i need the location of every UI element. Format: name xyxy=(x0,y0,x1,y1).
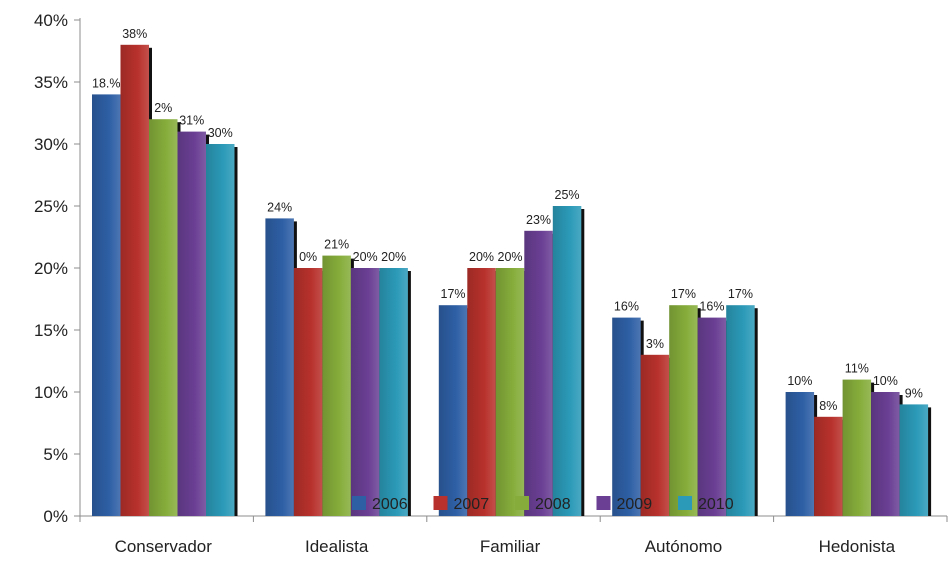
y-tick-label: 35% xyxy=(34,73,68,92)
bar-familiar-2010 xyxy=(552,206,582,516)
bar-series xyxy=(92,44,932,517)
bar-autonomo-2009 xyxy=(697,317,727,516)
bar-shadow xyxy=(406,271,411,516)
bar-familiar-2007 xyxy=(467,268,496,516)
data-label-conservador-2006: 18.% xyxy=(92,76,121,90)
bar-conservador-2006 xyxy=(92,94,121,517)
bar-idealista-2008 xyxy=(322,255,351,516)
data-label-conservador-2010: 30% xyxy=(208,126,233,140)
bar-autonomo-2007 xyxy=(640,354,670,516)
data-labels: 18.%38%2%31%30%24%0%21%20% 20%17%20% 20%23… xyxy=(92,27,923,413)
bar-autonomo-2010 xyxy=(726,305,755,516)
y-tick-label: 30% xyxy=(34,135,68,154)
data-label-familiar-2009: 23% xyxy=(526,213,551,227)
legend-swatch-2007 xyxy=(433,496,448,510)
bar-idealista-2010 xyxy=(379,268,408,516)
bar-familiar-2008 xyxy=(495,268,525,516)
legend: 2006 2007 2008 2009 2010 xyxy=(352,496,734,513)
data-label-idealista-2009: 20% xyxy=(353,250,378,264)
bar-familiar-2006 xyxy=(438,305,468,516)
legend-swatch-2010 xyxy=(678,496,692,510)
data-label-idealista-2006: 24% xyxy=(267,200,292,214)
bar-shadow xyxy=(580,209,585,516)
data-label-autonomo-2006: 16% xyxy=(614,300,639,314)
data-label-conservador-2009: 31% xyxy=(179,114,204,128)
legend-swatch-2006 xyxy=(352,496,366,510)
bar-autonomo-2006 xyxy=(612,317,641,516)
y-axis: 0% 5% 10% 15% 20% 25% 30% 35% 40% xyxy=(34,11,81,526)
bar-conservador-2008 xyxy=(149,119,178,516)
x-tick-label-idealista: Idealista xyxy=(305,537,369,556)
data-label-hedonista-2007: 8% xyxy=(819,399,837,413)
bar-hedonista-2008 xyxy=(842,379,872,516)
bar-idealista-2006 xyxy=(265,218,294,516)
bar-shadow xyxy=(233,147,238,516)
bar-hedonista-2007 xyxy=(814,416,843,516)
x-tick-label-familiar: Familiar xyxy=(480,537,541,556)
y-tick-label: 5% xyxy=(43,445,68,464)
legend-label-2008: 2008 xyxy=(535,496,571,513)
data-label-familiar-2006: 17% xyxy=(441,287,466,301)
data-label-hedonista-2010: 9% xyxy=(905,386,923,400)
data-label-idealista-2008: 21% xyxy=(324,238,349,252)
legend-swatch-2008 xyxy=(515,496,529,510)
data-label-hedonista-2009: 10% xyxy=(873,374,898,388)
data-label-hedonista-2008: 11% xyxy=(845,362,869,376)
bar-hedonista-2010 xyxy=(899,404,929,516)
y-tick-label: 15% xyxy=(34,321,68,340)
data-label-idealista-2010: 20% xyxy=(381,250,406,264)
x-tick-label-autonomo: Autónomo xyxy=(645,537,723,556)
legend-label-2009: 2009 xyxy=(617,496,653,513)
bar-shadow xyxy=(753,308,758,516)
x-tick-label-conservador: Conservador xyxy=(115,537,213,556)
data-label-conservador-2008: 2% xyxy=(154,101,172,115)
legend-swatch-2009 xyxy=(596,496,611,510)
bar-autonomo-2008 xyxy=(669,305,698,516)
data-label-autonomo-2009: 16% xyxy=(699,300,724,314)
bar-idealista-2009 xyxy=(350,268,380,516)
bar-familiar-2009 xyxy=(524,230,553,517)
data-label-familiar-2007: 20% xyxy=(469,250,494,264)
bar-conservador-2010 xyxy=(206,144,235,516)
data-label-familiar-2010: 25% xyxy=(555,188,580,202)
bar-idealista-2007 xyxy=(293,268,323,516)
data-label-hedonista-2006: 10% xyxy=(787,374,812,388)
bar-hedonista-2009 xyxy=(871,392,900,516)
bar-shadow xyxy=(927,407,932,516)
y-tick-label: 40% xyxy=(34,11,68,30)
y-tick-label: 20% xyxy=(34,259,68,278)
data-label-autonomo-2008: 17% xyxy=(671,287,696,301)
x-axis: Conservador Idealista Familiar Autónomo Hedo… xyxy=(79,515,948,556)
bar-hedonista-2006 xyxy=(785,392,815,516)
data-label-conservador-2007: 38% xyxy=(122,27,147,41)
data-label-autonomo-2007: 3% xyxy=(646,337,664,351)
data-label-autonomo-2010: 17% xyxy=(728,287,753,301)
data-label-familiar-2008: 20% xyxy=(498,250,523,264)
x-tick-label-hedonista: Hedonista xyxy=(819,537,896,556)
bar-conservador-2009 xyxy=(177,131,206,516)
legend-label-2010: 2010 xyxy=(698,496,734,513)
y-tick-label: 0% xyxy=(43,507,68,526)
data-label-idealista-2007: 0% xyxy=(299,250,317,264)
legend-label-2007: 2007 xyxy=(454,496,490,513)
legend-label-2006: 2006 xyxy=(372,496,408,513)
y-tick-label: 10% xyxy=(34,383,68,402)
y-tick-label: 25% xyxy=(34,197,68,216)
bar-conservador-2007 xyxy=(120,44,149,517)
